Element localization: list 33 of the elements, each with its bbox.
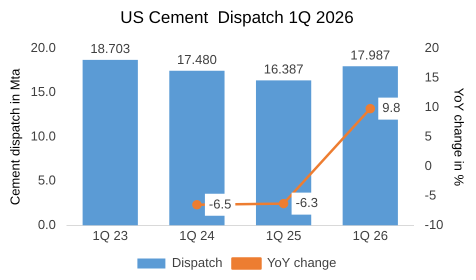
data-label: 17.987 — [350, 47, 390, 62]
data-label: -6.3 — [296, 195, 318, 210]
y-axis-title: Cement dispatch in Mta — [7, 68, 22, 206]
y2-tick-label: 5 — [424, 128, 432, 144]
y2-tick-label: 0 — [424, 158, 432, 173]
point — [192, 200, 202, 210]
y2-tick-label: -10 — [424, 216, 444, 232]
bar — [342, 66, 398, 226]
legend-label: Dispatch — [172, 255, 222, 270]
y-tick-label: 0.0 — [38, 216, 56, 232]
legend-label: YoY change — [266, 255, 336, 270]
y-tick-label: 20.0 — [30, 40, 56, 55]
y-tick-label: 5.0 — [38, 172, 56, 188]
x-tick-label: 1Q 26 — [352, 228, 388, 243]
y2-tick-label: -5 — [424, 187, 436, 202]
data-label: 17.480 — [177, 52, 217, 67]
data-label: 18.703 — [90, 40, 130, 56]
x-tick-label: 1Q 24 — [179, 228, 215, 243]
chart-title: US Cement Dispatch 1Q 2026 — [120, 8, 354, 27]
y2-tick-label: 15 — [424, 69, 440, 84]
y2-tick-label: 10 — [424, 98, 440, 114]
y2-axis-title: YoY change in % — [452, 88, 467, 186]
x-tick-label: 1Q 23 — [92, 228, 128, 243]
data-label: -6.5 — [208, 196, 232, 212]
bar — [82, 60, 138, 226]
point — [366, 104, 376, 114]
y2-tick-label: 20 — [424, 40, 440, 55]
point — [278, 198, 288, 208]
data-label: 16.387 — [264, 61, 304, 76]
x-tick-label: 1Q 25 — [266, 228, 302, 243]
data-label: 9.8 — [382, 100, 400, 116]
y-tick-label: 15.0 — [30, 84, 56, 100]
y-tick-label: 10.0 — [30, 128, 56, 144]
